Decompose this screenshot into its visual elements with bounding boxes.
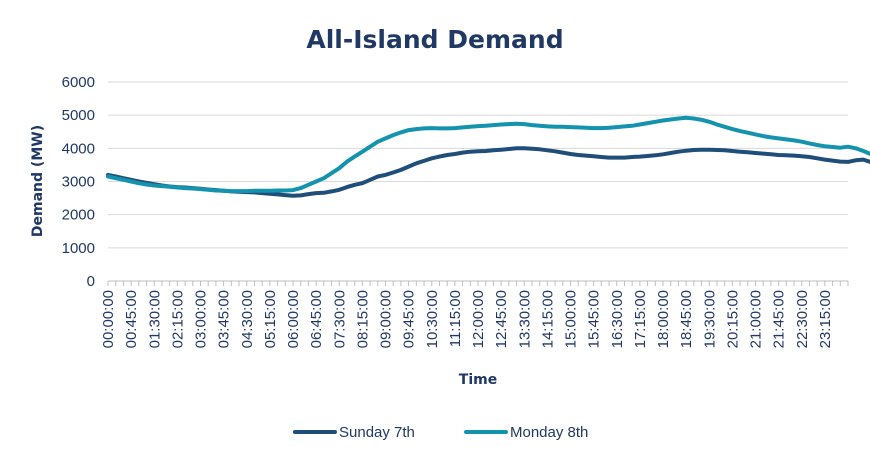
y-tick-label: 2000 bbox=[62, 207, 95, 224]
x-tick-label: 04:30:00 bbox=[239, 290, 256, 348]
x-tick-label: 00:45:00 bbox=[123, 290, 140, 348]
x-tick-label: 15:00:00 bbox=[563, 290, 580, 348]
y-tick-label: 6000 bbox=[62, 74, 95, 91]
x-tick-label: 02:15:00 bbox=[169, 290, 186, 348]
x-tick-label: 18:45:00 bbox=[678, 290, 695, 348]
y-tick-label: 0 bbox=[87, 273, 95, 290]
x-tick-label: 22:30:00 bbox=[794, 290, 811, 348]
y-tick-label: 5000 bbox=[62, 107, 95, 124]
x-tick-label: 06:00:00 bbox=[285, 290, 302, 348]
x-tick-label: 12:45:00 bbox=[493, 290, 510, 348]
legend-item: Monday 8th bbox=[464, 424, 588, 441]
x-tick-label: 14:15:00 bbox=[539, 290, 556, 348]
series-line-sunday-7th bbox=[106, 146, 870, 198]
x-tick-label: 13:30:00 bbox=[516, 290, 533, 348]
x-tick-label: 01:30:00 bbox=[146, 290, 163, 348]
legend-item: Sunday 7th bbox=[293, 424, 415, 441]
x-tick-label: 03:00:00 bbox=[193, 290, 210, 348]
legend-label: Monday 8th bbox=[510, 424, 588, 441]
x-tick-label: 05:15:00 bbox=[262, 290, 279, 348]
series-line-monday-8th bbox=[106, 115, 870, 194]
x-tick-label: 12:00:00 bbox=[470, 290, 487, 348]
chart-title: All-Island Demand bbox=[306, 25, 563, 54]
y-tick-label: 4000 bbox=[62, 140, 95, 157]
x-tick-label: 19:30:00 bbox=[701, 290, 718, 348]
legend-label: Sunday 7th bbox=[339, 424, 415, 441]
series-lines bbox=[106, 115, 870, 198]
x-tick-label: 09:00:00 bbox=[378, 290, 395, 348]
x-tick-label: 10:30:00 bbox=[424, 290, 441, 348]
gridlines bbox=[108, 81, 848, 282]
x-tick-label: 16:30:00 bbox=[609, 290, 626, 348]
y-axis-ticks: 0 1000 2000 3000 4000 5000 6000 bbox=[62, 74, 95, 290]
x-tick-label: 23:15:00 bbox=[817, 290, 834, 348]
x-tick-label: 17:15:00 bbox=[632, 290, 649, 348]
x-tick-label: 21:00:00 bbox=[748, 290, 765, 348]
y-tick-label: 1000 bbox=[62, 240, 95, 257]
x-tick-label: 20:15:00 bbox=[724, 290, 741, 348]
x-axis-ticks: 00:00:00 00:45:00 01:30:00 02:15:00 03:00:00… bbox=[100, 281, 849, 348]
legend: Sunday 7th Monday 8th bbox=[293, 424, 588, 441]
y-axis-title: Demand (MW) bbox=[30, 125, 46, 237]
x-tick-label: 03:45:00 bbox=[216, 290, 233, 348]
x-tick-label: 00:00:00 bbox=[100, 290, 117, 348]
x-tick-label: 18:00:00 bbox=[655, 290, 672, 348]
y-tick-label: 3000 bbox=[62, 174, 95, 191]
x-tick-label: 09:45:00 bbox=[401, 290, 418, 348]
x-tick-label: 08:15:00 bbox=[354, 290, 371, 348]
x-axis-title: Time bbox=[459, 372, 497, 388]
x-tick-label: 07:30:00 bbox=[331, 290, 348, 348]
x-tick-label: 21:45:00 bbox=[771, 290, 788, 348]
x-tick-label: 06:45:00 bbox=[308, 290, 325, 348]
x-tick-label: 11:15:00 bbox=[447, 290, 464, 347]
x-tick-label: 15:45:00 bbox=[586, 290, 603, 348]
